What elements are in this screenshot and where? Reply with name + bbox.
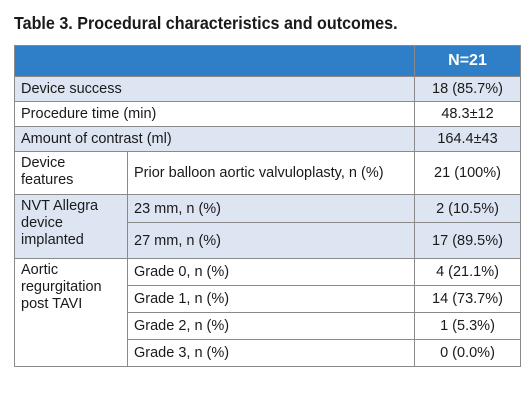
row-label: Grade 3, n (%) <box>127 339 415 367</box>
table-header-row: N=21 <box>14 45 521 77</box>
table-row-grade-1: Grade 1, n (%) 14 (73.7%) <box>15 285 521 313</box>
table-row-grade-0: Aortic regurgitation post TAVI Grade 0, … <box>14 258 521 367</box>
row-label: Procedure time (min) <box>14 101 415 127</box>
row-value: 21 (100%) <box>414 151 521 195</box>
row-value: 2 (10.5%) <box>414 194 521 223</box>
table-row-procedure-time: Procedure time (min) 48.3±12 <box>14 101 521 127</box>
row-label: Device success <box>14 76 415 102</box>
outcomes-table: N=21 Device success 18 (85.7%) Procedure… <box>14 45 521 367</box>
table-row-contrast: Amount of contrast (ml) 164.4±43 <box>14 126 521 152</box>
row-label: Amount of contrast (ml) <box>14 126 415 152</box>
row-label: Prior balloon aortic valvuloplasty, n (%… <box>127 151 415 195</box>
row-label: 27 mm, n (%) <box>127 222 415 259</box>
row-value: 48.3±12 <box>414 101 521 127</box>
table-row-grade-3: Grade 3, n (%) 0 (0.0%) <box>15 339 521 367</box>
table-row-device-features: Device features Prior balloon aortic val… <box>14 151 521 195</box>
row-value: 164.4±43 <box>414 126 521 152</box>
header-n-cell: N=21 <box>414 45 521 77</box>
row-label: 23 mm, n (%) <box>127 194 415 223</box>
table-title: Table 3. Procedural characteristics and … <box>14 13 398 33</box>
row-label: Grade 1, n (%) <box>127 285 415 313</box>
row-value: 18 (85.7%) <box>414 76 521 102</box>
group-label-aortic-regurgitation: Aortic regurgitation post TAVI <box>14 258 128 367</box>
row-value: 17 (89.5%) <box>414 222 521 259</box>
row-label: Grade 0, n (%) <box>127 258 415 286</box>
table-row-device-success: Device success 18 (85.7%) <box>14 76 521 102</box>
row-value: 14 (73.7%) <box>414 285 521 313</box>
row-value: 4 (21.1%) <box>414 258 521 286</box>
table-row-grade-2: Grade 2, n (%) 1 (5.3%) <box>15 312 521 340</box>
row-value: 0 (0.0%) <box>414 339 521 367</box>
row-label: Grade 2, n (%) <box>127 312 415 340</box>
group-label-nvt-allegra: NVT Allegra device implanted <box>14 194 128 259</box>
table-row-nvt-27mm: 27 mm, n (%) 17 (89.5%) <box>15 222 521 259</box>
row-value: 1 (5.3%) <box>414 312 521 340</box>
header-label-cell <box>14 45 415 77</box>
group-label-device-features: Device features <box>14 151 128 195</box>
table-row-nvt-23mm: NVT Allegra device implanted 23 mm, n (%… <box>14 194 521 259</box>
